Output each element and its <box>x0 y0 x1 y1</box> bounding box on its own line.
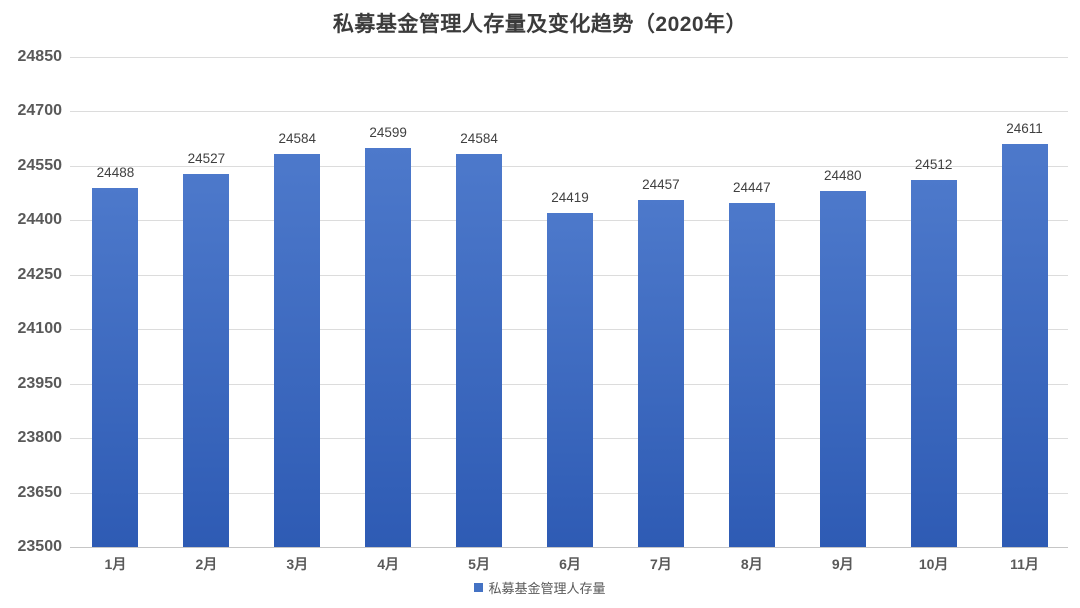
y-axis-tick-label: 24400 <box>17 211 63 229</box>
bar-value-label: 24584 <box>460 130 498 146</box>
x-axis-tick-label: 3月 <box>286 556 309 572</box>
bar-4月 <box>365 148 412 547</box>
y-axis-tick-label: 23650 <box>17 483 63 501</box>
y-axis-tick-label: 24700 <box>17 102 63 120</box>
gridline <box>70 111 1068 113</box>
x-axis-tick-label: 5月 <box>468 556 490 572</box>
bar-value-label: 24527 <box>187 151 226 167</box>
bar-1月 <box>92 188 139 547</box>
x-axis-tick-label: 6月 <box>559 556 581 572</box>
y-axis-tick-label: 24250 <box>17 265 63 283</box>
x-axis-tick-label: 11月 <box>1010 556 1039 572</box>
bar-value-label: 24447 <box>733 180 771 196</box>
gridline <box>70 57 1068 58</box>
bar-9月 <box>819 191 866 547</box>
bar-11月 <box>1001 143 1048 547</box>
bar-2月 <box>183 174 230 547</box>
bar-value-label: 24512 <box>914 156 953 172</box>
gridline <box>70 547 1068 548</box>
x-axis-tick-label: 8月 <box>740 556 763 572</box>
x-axis-tick-label: 7月 <box>650 556 672 572</box>
x-axis-tick-label: 9月 <box>831 556 854 572</box>
bar-value-label: 24599 <box>369 125 407 141</box>
y-axis-tick-label: 24100 <box>17 320 63 338</box>
gridline <box>70 165 1068 167</box>
bar-10月 <box>910 179 957 547</box>
bar-value-label: 24584 <box>278 130 317 146</box>
bar-value-label: 24457 <box>642 176 680 192</box>
x-axis-tick-label: 4月 <box>377 556 400 572</box>
y-axis-tick-label: 23950 <box>17 374 63 392</box>
bar-value-label: 24419 <box>551 190 589 206</box>
bar-8月 <box>728 203 775 547</box>
bar-6月 <box>547 213 593 547</box>
legend-marker-icon <box>474 583 484 592</box>
bar-5月 <box>456 153 503 547</box>
bar-value-label: 24480 <box>823 168 862 184</box>
x-axis-tick-label: 10月 <box>918 556 949 572</box>
bar-7月 <box>637 199 684 547</box>
chart-title: 私募基金管理人存量及变化趋势（2020年） <box>332 13 748 36</box>
bar-value-label: 24488 <box>96 165 135 181</box>
legend: 私募基金管理人存量 <box>0 578 1080 597</box>
y-axis-tick-label: 23500 <box>17 538 63 555</box>
y-axis-tick-label: 23800 <box>17 429 63 447</box>
y-axis-tick-label: 24550 <box>17 156 63 174</box>
x-axis-tick-label: 1月 <box>104 556 127 572</box>
bar-3月 <box>274 153 321 547</box>
x-axis-tick-label: 2月 <box>195 556 218 572</box>
y-axis-tick-label: 24850 <box>17 48 63 65</box>
bar-value-label: 24611 <box>1006 120 1043 136</box>
legend-label: 私募基金管理人存量 <box>488 581 606 596</box>
